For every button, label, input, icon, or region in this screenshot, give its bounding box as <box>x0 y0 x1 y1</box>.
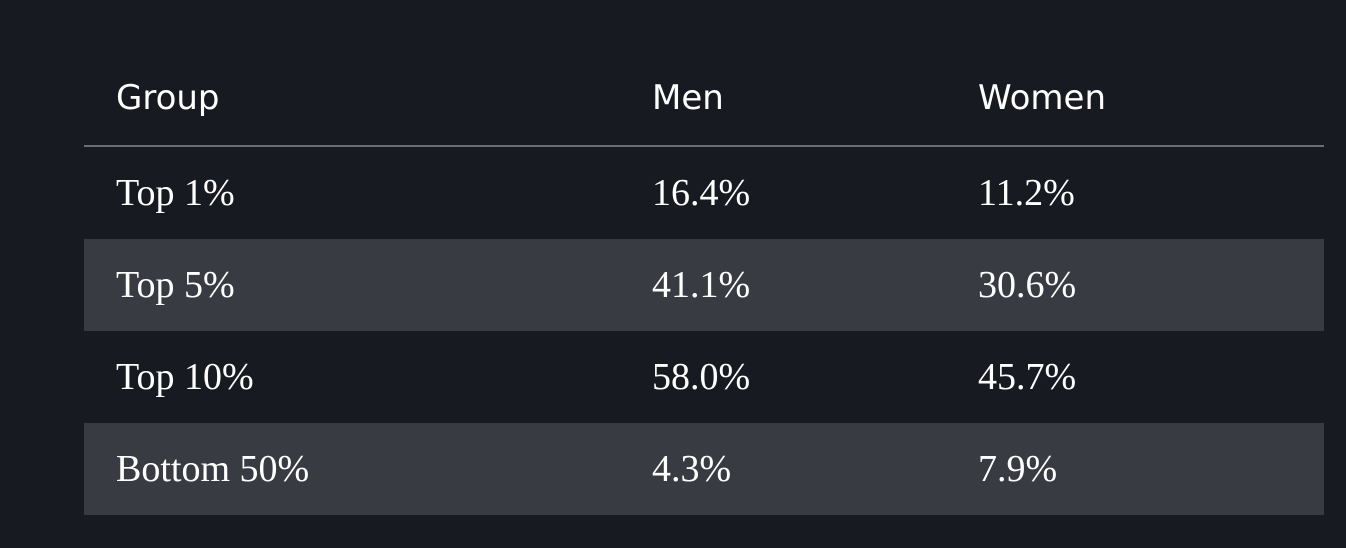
table-cell: 11.2% <box>978 172 1075 214</box>
header-cell: Men <box>652 77 724 118</box>
table-cell: 45.7% <box>978 356 1077 398</box>
table-cell: Top 5% <box>116 264 235 306</box>
table: Group Men Women Top 1% 16.4% 11.2% Top 5% 41.1%… <box>84 50 1324 515</box>
header-cell: Group <box>116 77 220 118</box>
table-row: Top 1% 16.4% 11.2% <box>84 147 1324 239</box>
table-cell: Top 1% <box>116 172 235 214</box>
table-cell: Top 10% <box>116 356 254 398</box>
header-cell: Women <box>978 77 1107 118</box>
table-row: Bottom 50% 4.3% 7.9% <box>84 423 1324 515</box>
table-cell: 58.0% <box>652 356 751 398</box>
table-cell: 16.4% <box>652 172 751 214</box>
table-cell: 7.9% <box>978 448 1058 490</box>
header-row: Group Men Women <box>84 50 1324 147</box>
table-row: Top 10% 58.0% 45.7% <box>84 331 1324 423</box>
table-cell: 30.6% <box>978 264 1077 306</box>
table-cell: 41.1% <box>652 264 751 306</box>
table-cell: Bottom 50% <box>116 448 310 490</box>
table-cell: 4.3% <box>652 448 732 490</box>
table-row: Top 5% 41.1% 30.6% <box>84 239 1324 331</box>
